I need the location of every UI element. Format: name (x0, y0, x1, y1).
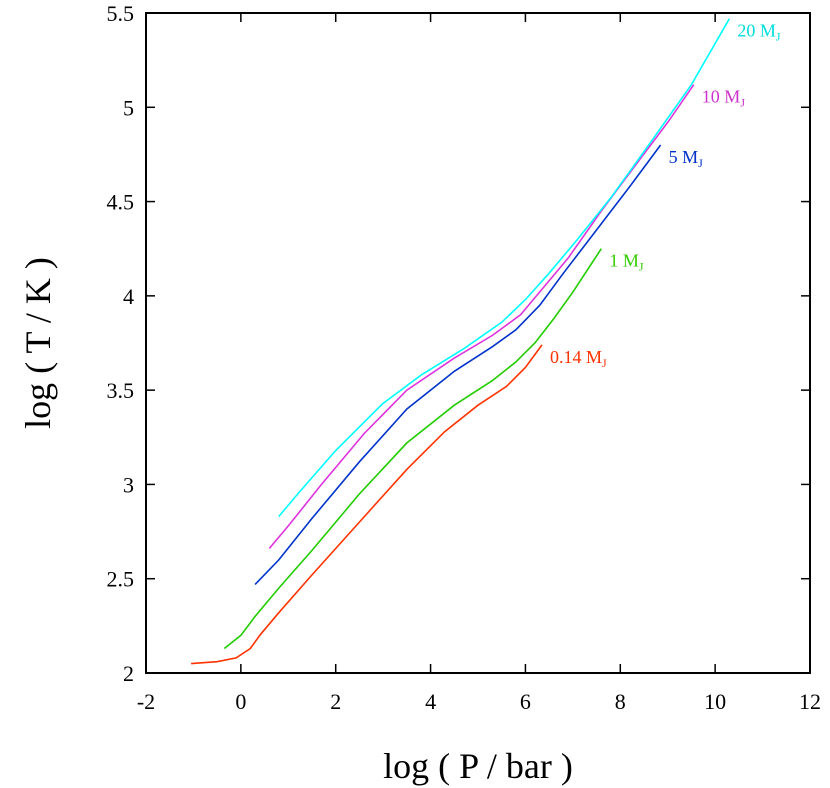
series-label-subscript: J (740, 96, 745, 110)
series-label: 0.14 MJ (550, 347, 607, 370)
series-label-name: 0.14 M (550, 347, 602, 367)
series-label-name: 20 M (737, 21, 776, 41)
plot-frame (145, 12, 811, 674)
y-tick-label: 2.5 (107, 567, 135, 592)
x-tick-label: 4 (425, 689, 436, 714)
x-tick-label: 8 (615, 689, 626, 714)
series-line (254, 144, 662, 585)
y-tick-label: 3 (123, 472, 134, 497)
series-label-name: 1 M (609, 251, 639, 271)
y-tick-label: 5 (123, 95, 134, 120)
series-label: 1 MJ (609, 251, 644, 274)
y-tick-label: 4.5 (107, 190, 135, 215)
x-tick-label: 0 (235, 689, 246, 714)
series-label-subscript: J (639, 260, 644, 274)
x-tick-label: 12 (799, 689, 821, 714)
x-tick-label: 2 (330, 689, 341, 714)
series-label-subscript: J (698, 156, 703, 170)
series-label-subscript: J (602, 356, 607, 370)
series-label: 5 MJ (669, 147, 704, 170)
series-label: 20 MJ (737, 21, 781, 44)
x-axis-label: log ( P / bar ) (383, 746, 573, 786)
x-tick-label: 10 (704, 689, 726, 714)
series-line (278, 18, 731, 518)
y-tick-label: 2 (123, 661, 134, 686)
y-axis-label: log ( T / K ) (18, 257, 58, 429)
series-line (191, 344, 543, 665)
y-tick-label: 4 (123, 284, 134, 309)
series-lines (191, 18, 731, 665)
series-line (268, 84, 695, 550)
series-label-name: 5 M (669, 147, 699, 167)
series-label-name: 10 M (702, 87, 741, 107)
x-tick-label: -2 (137, 689, 155, 714)
series-label-subscript: J (776, 30, 781, 44)
x-tick-label: 6 (520, 689, 531, 714)
series-line (223, 248, 602, 650)
y-tick-label: 3.5 (107, 378, 135, 403)
y-tick-label: 5.5 (107, 1, 135, 26)
series-label: 10 MJ (702, 87, 746, 110)
axis-ticks: -2 0 2 4 6 8 10 12 2 2.5 3 3.5 4 4.5 5 5.5 (107, 1, 822, 714)
